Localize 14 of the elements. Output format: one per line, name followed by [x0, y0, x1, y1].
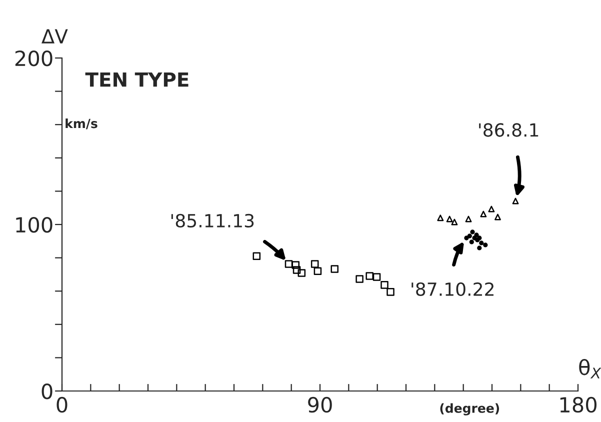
y-tick-label: 200: [15, 50, 52, 66]
text: TEN TYPE: [85, 72, 188, 87]
x-axis-title: θ$_{X}$: [579, 358, 601, 378]
x-tick-label: 180: [560, 396, 596, 413]
annotation: '87.10.22: [412, 282, 494, 296]
text: (degree): [440, 403, 500, 416]
annotation: '85.11.13: [171, 214, 254, 228]
y-tick-label: 100: [16, 216, 52, 233]
y-axis-title: ΔV: [42, 29, 68, 44]
y-tick-label: 0: [42, 383, 52, 400]
annotation: km/s: [66, 118, 98, 130]
annotation: '86.8.1: [479, 123, 538, 137]
x-tick-label: 0: [56, 396, 68, 413]
x-tick-label: 90: [308, 396, 332, 413]
